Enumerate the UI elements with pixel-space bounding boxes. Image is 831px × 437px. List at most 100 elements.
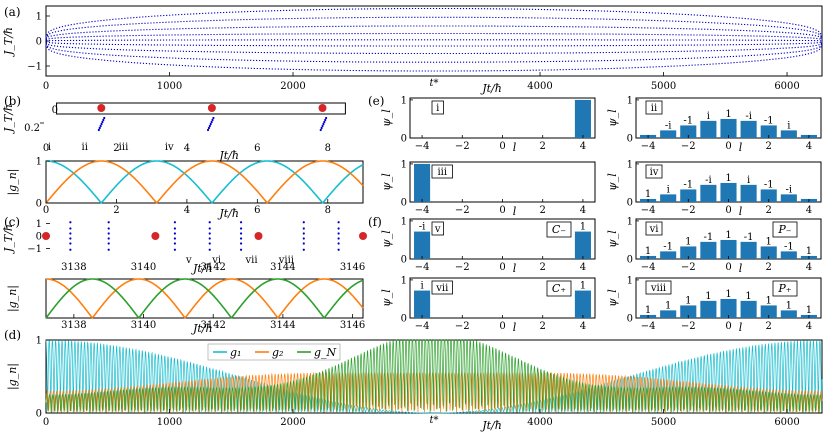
bar-panel-viii-ylabel: ψ_l	[606, 289, 619, 307]
bar-panel-vii-tag-box	[431, 280, 453, 295]
bar-panel-viii-bar	[760, 305, 777, 318]
panel-a-xtick-label: 5000	[651, 81, 676, 92]
panel-d-tstar: t*	[429, 415, 438, 426]
panel-d-legend-label: g_N	[314, 346, 337, 359]
bar-panel-vi-side-label: P₋	[777, 223, 791, 236]
bar-panel-viii-side-label: P₊	[777, 282, 791, 295]
bar-panel-vi-bar-label: 1	[806, 246, 812, 257]
panel-b-eig-point	[208, 124, 211, 128]
panel-a-eigen-curve	[45, 39, 823, 42]
panel-b-top-xtick-label: 0	[43, 143, 49, 154]
bar-panel-i-xtick-label: −2	[455, 141, 470, 152]
bar-panel-vi-xtick-label: 2	[766, 262, 772, 273]
bar-panel-vi-bar-label: 1	[645, 246, 651, 257]
panel-a-xtick-label: 4000	[527, 81, 552, 92]
bar-panel-iv-bar-label: -i	[786, 184, 793, 195]
bar-panel-iv-bar	[740, 184, 757, 202]
bar-panel-ii-bar-label: -1	[764, 115, 774, 126]
bar-panel-ii-xtick-label: 0	[725, 141, 731, 152]
bar-panel-viii-bar-label: 1	[745, 291, 751, 302]
panel-b-marker: iv	[165, 142, 174, 153]
bar-panel-vi-bar-label: -1	[784, 241, 794, 252]
bar-panel-iii-ytick-label: 0	[401, 198, 407, 209]
bar-panel-viii-xlabel: l	[739, 321, 743, 334]
panel-c-ytick-label: 0	[36, 232, 42, 243]
panel-b-bot-ytick-label: 0	[36, 199, 42, 210]
panel-c-eig-point	[302, 237, 305, 240]
panel-a-eigen-curve	[45, 43, 823, 63]
bar-panel-v-tag-box	[431, 221, 444, 236]
panel-c-eig-point	[302, 248, 305, 251]
bar-panel-ii-xtick-label: 4	[806, 141, 812, 152]
bar-panel-vi-bar	[680, 246, 697, 259]
bar-panel-iii-xtick-label: 4	[580, 205, 586, 216]
bar-panel-iv-bar-label: i	[747, 175, 750, 186]
bar-panel-vi-bar-label: 1	[725, 230, 731, 241]
panel-b-ylabel: J_T/ħ	[2, 104, 15, 134]
panel-c-eig-point	[239, 221, 243, 224]
bar-panel-i-bar	[574, 99, 591, 138]
bar-panel-v-xtick-label: 0	[499, 262, 505, 273]
bar-panel-viii-xtick-label: −2	[681, 321, 696, 332]
bar-panel-viii-xtick-label: 0	[725, 321, 731, 332]
bar-panel-i-tag-box	[431, 100, 444, 115]
panel-b-top-xtick-label: 2	[113, 143, 119, 154]
panel-c-red-point	[42, 232, 50, 240]
bar-panel-ii-ylabel: ψ_l	[606, 109, 619, 127]
bar-panel-iv-xtick-label: −2	[681, 205, 696, 216]
bar-panel-iv-xtick-label: 0	[725, 205, 731, 216]
panel-b-bot-xtick-label: 4	[184, 205, 190, 216]
panel-b-eig-point	[102, 118, 105, 122]
panel-c-eig-point	[337, 227, 340, 230]
panel-c-bot-xtick-label: 3146	[340, 320, 365, 331]
bar-panel-vi-xtick-label: −2	[681, 262, 696, 273]
panel-label-c: (c)	[4, 215, 20, 229]
bar-panel-ii-bar-label: -i	[745, 111, 752, 122]
panel-c-eig-point	[173, 237, 176, 240]
bar-panel-iii-xtick-label: 2	[540, 205, 546, 216]
panel-a-xtick-label: 1000	[157, 81, 182, 92]
bar-panel-viii-tag: viii	[650, 283, 666, 294]
panel-label-b: (b)	[4, 94, 21, 108]
bar-panel-vi-tag-box	[645, 221, 663, 236]
panel-c-marker: viii	[278, 255, 294, 266]
bar-panel-iv-bar-label: i	[667, 184, 670, 195]
panel-b-eig-point	[324, 118, 327, 122]
panel-c-eig-point	[107, 221, 110, 224]
bar-panel-iv-bar	[700, 184, 717, 202]
panel-c-eig-point	[208, 237, 211, 240]
panel-c-marker: v	[185, 255, 192, 266]
bar-panel-viii-bar-label: 1	[806, 305, 812, 316]
bar-panel-vii-xtick-label: −4	[415, 321, 430, 332]
panel-c-bot-ylabel: |g_n|	[6, 285, 20, 312]
bar-panel-ii-bar	[720, 118, 737, 138]
chart-d: 0 1000 2000 4000 5000 6000 0 1 t* Jt/ħ |g_n| g₁ g₂ g_…	[6, 336, 823, 432]
panel-d-ylabel: |g_n|	[6, 363, 20, 390]
panel-a-tstar: t*	[429, 78, 438, 89]
panel-c-eig-point	[107, 227, 110, 230]
bar-panel-i-tag: i	[436, 103, 439, 114]
panel-a-xlabel: Jt/ħ	[480, 82, 502, 95]
bar-panel-ii-bar-label: -1	[683, 115, 693, 126]
bar-panel-viii-bar-label: 1	[685, 295, 691, 306]
panel-label-f: (f)	[368, 215, 382, 229]
panel-b-series-g1	[46, 160, 364, 204]
bar-panel-viii-bar	[720, 298, 737, 318]
bar-panel-ii-tag-box	[645, 100, 663, 115]
bar-panel-iii-xlabel: l	[513, 205, 517, 218]
bar-panel-vii-bar-label: 1	[580, 281, 586, 292]
bar-panel-v-tag: v	[434, 224, 441, 235]
bar-panel-v-side-box	[546, 221, 572, 238]
panel-b-eig-point	[319, 128, 322, 132]
panel-b-bot-ylabel: |g_n|	[6, 168, 20, 195]
bar-panel-iii-ylabel: ψ_l	[380, 173, 393, 191]
panel-a-ytick-label: 0	[36, 37, 42, 48]
bar-panel-v-xtick-label: 2	[540, 262, 546, 273]
bar-panel-vi-bar-label: 1	[685, 236, 691, 247]
panel-a-eigen-curve	[45, 41, 823, 47]
panel-c-eig-point	[107, 232, 110, 235]
panel-b-eig-point	[211, 118, 214, 122]
bar-panel-viii-bar	[660, 310, 677, 318]
panel-a-eigen-curve	[45, 16, 823, 40]
panel-d-legend-label: g₁	[230, 346, 241, 359]
